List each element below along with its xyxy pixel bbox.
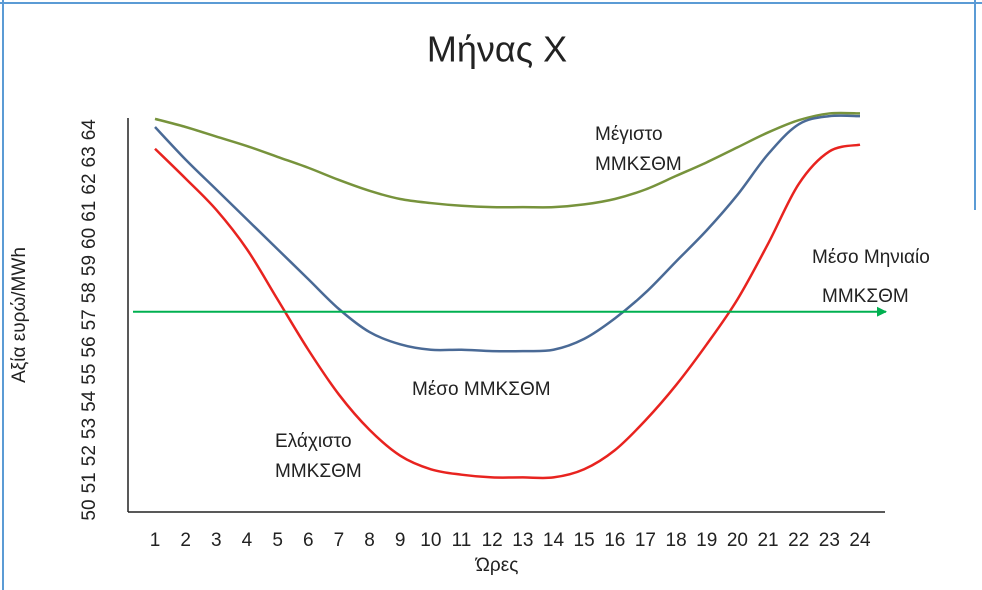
y-tick-label: 55 (79, 364, 100, 385)
y-tick-label: 62 (79, 173, 100, 194)
y-tick-label: 56 (79, 336, 100, 357)
series-label: Μέσο ΜΜΚΣΘΜ (412, 379, 551, 400)
x-tick-label: 21 (757, 530, 778, 551)
line-series (154, 111, 861, 209)
y-tick-label: 59 (79, 255, 100, 276)
x-tick-label: 10 (420, 530, 441, 551)
y-tick-label: 53 (79, 418, 100, 439)
x-tick-label: 7 (334, 530, 345, 551)
series-label: Ελάχιστο (275, 431, 352, 452)
y-tick-label: 51 (79, 472, 100, 493)
x-tick-label: 17 (635, 530, 656, 551)
chart-title: Μήνας Χ (427, 29, 567, 70)
x-tick-label: 1 (150, 530, 161, 551)
y-tick-label: 57 (79, 309, 100, 330)
x-tick-label: 5 (272, 530, 283, 551)
x-tick-label: 9 (395, 530, 406, 551)
x-tick-label: 2 (180, 530, 191, 551)
y-tick-label: 60 (79, 228, 100, 249)
line-series (154, 114, 861, 353)
x-tick-label: 20 (727, 530, 748, 551)
series-label: ΜΜΚΣΘΜ (275, 461, 362, 482)
series-label: ΜΜΚΣΘΜ (595, 154, 682, 175)
x-tick-label: 16 (604, 530, 625, 551)
reference-label: Μέσο Μηνιαίο (812, 247, 930, 268)
series-label: Μέγιστο (595, 124, 663, 145)
y-tick-label: 63 (79, 146, 100, 167)
x-tick-label: 3 (211, 530, 222, 551)
x-tick-label: 19 (696, 530, 717, 551)
x-tick-label: 8 (364, 530, 375, 551)
y-tick-label: 52 (79, 445, 100, 466)
reference-label: ΜΜΚΣΘΜ (822, 286, 909, 307)
x-tick-label: 22 (788, 530, 809, 551)
x-tick-label: 18 (666, 530, 687, 551)
x-axis-label: Ώρες (475, 555, 519, 576)
y-tick-label: 61 (79, 201, 100, 222)
x-tick-label: 14 (543, 530, 565, 551)
x-tick-label: 13 (512, 530, 533, 551)
x-tick-label: 4 (242, 530, 253, 551)
y-tick-label: 64 (79, 119, 100, 141)
x-tick-label: 15 (574, 530, 595, 551)
x-tick-label: 6 (303, 530, 314, 551)
x-tick-label: 12 (482, 530, 503, 551)
line-series (154, 143, 861, 480)
x-tick-label: 24 (849, 530, 871, 551)
x-tick-label: 23 (819, 530, 840, 551)
y-tick-label: 54 (79, 390, 100, 412)
y-tick-label: 58 (79, 282, 100, 303)
y-tick-label: 50 (79, 499, 100, 520)
x-tick-label: 11 (452, 530, 472, 551)
y-axis-label: Αξία ευρώ/MWh (9, 247, 30, 383)
